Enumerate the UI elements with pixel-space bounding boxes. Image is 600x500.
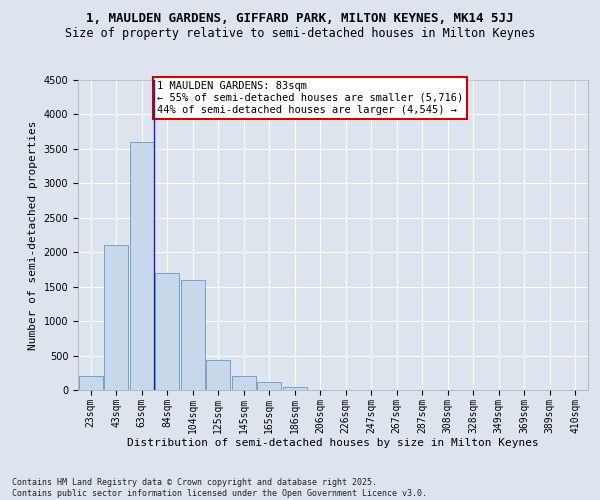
Text: 1, MAULDEN GARDENS, GIFFARD PARK, MILTON KEYNES, MK14 5JJ: 1, MAULDEN GARDENS, GIFFARD PARK, MILTON… <box>86 12 514 26</box>
Bar <box>181 280 205 390</box>
Bar <box>257 382 281 390</box>
Bar <box>130 142 154 390</box>
Bar <box>206 360 230 390</box>
Text: Contains HM Land Registry data © Crown copyright and database right 2025.
Contai: Contains HM Land Registry data © Crown c… <box>12 478 427 498</box>
Bar <box>104 246 128 390</box>
Text: 1 MAULDEN GARDENS: 83sqm
← 55% of semi-detached houses are smaller (5,716)
44% o: 1 MAULDEN GARDENS: 83sqm ← 55% of semi-d… <box>157 82 463 114</box>
Text: Size of property relative to semi-detached houses in Milton Keynes: Size of property relative to semi-detach… <box>65 28 535 40</box>
Bar <box>79 376 103 390</box>
Bar <box>283 386 307 390</box>
Y-axis label: Number of semi-detached properties: Number of semi-detached properties <box>28 120 38 350</box>
X-axis label: Distribution of semi-detached houses by size in Milton Keynes: Distribution of semi-detached houses by … <box>127 438 539 448</box>
Bar <box>155 273 179 390</box>
Bar <box>232 376 256 390</box>
